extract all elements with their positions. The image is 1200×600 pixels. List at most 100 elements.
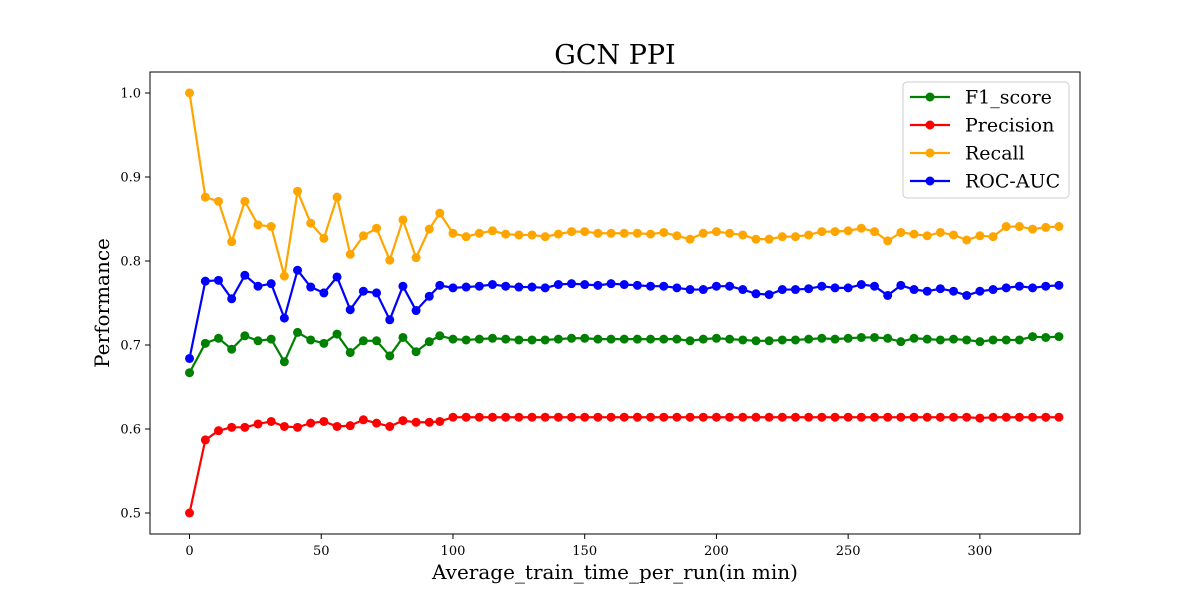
data-point-precision bbox=[358, 415, 368, 425]
data-point-precision bbox=[896, 412, 906, 422]
data-point-recall bbox=[896, 227, 906, 237]
data-point-precision bbox=[567, 412, 577, 422]
data-point-recall bbox=[962, 235, 972, 245]
data-point-f1-score bbox=[1014, 335, 1024, 345]
data-point-f1-score bbox=[935, 335, 945, 345]
series-roc-auc bbox=[185, 265, 1064, 363]
data-point-f1-score bbox=[711, 333, 721, 343]
data-point-f1-score bbox=[345, 348, 355, 358]
data-point-f1-score bbox=[698, 334, 708, 344]
legend-entry-roc-auc: ROC-AUC bbox=[910, 171, 1060, 193]
data-point-f1-score bbox=[672, 334, 682, 344]
data-point-roc-auc bbox=[372, 288, 382, 298]
data-point-f1-score bbox=[1041, 332, 1051, 342]
legend-entries: F1_score Precision Recall ROC-AUC bbox=[910, 87, 1060, 193]
data-point-roc-auc bbox=[474, 281, 484, 291]
y-tick-label: 0.8 bbox=[120, 255, 141, 270]
data-point-recall bbox=[461, 232, 471, 242]
data-point-precision bbox=[672, 412, 682, 422]
data-point-precision bbox=[185, 508, 195, 518]
data-point-precision bbox=[632, 412, 642, 422]
data-point-precision bbox=[1028, 412, 1038, 422]
data-point-f1-score bbox=[1028, 332, 1038, 342]
series-precision bbox=[185, 412, 1064, 518]
data-point-precision bbox=[266, 416, 276, 426]
data-point-f1-score bbox=[909, 333, 919, 343]
x-axis-label: Average_train_time_per_run(in min) bbox=[431, 560, 798, 584]
data-point-f1-score bbox=[527, 335, 537, 345]
data-point-f1-score bbox=[540, 335, 550, 345]
data-point-roc-auc bbox=[1001, 283, 1011, 293]
data-point-precision bbox=[725, 412, 735, 422]
data-point-recall bbox=[922, 231, 932, 241]
data-point-recall bbox=[949, 230, 959, 240]
data-point-recall bbox=[200, 192, 210, 202]
data-point-precision bbox=[843, 412, 853, 422]
data-point-f1-score bbox=[632, 334, 642, 344]
data-point-precision bbox=[909, 412, 919, 422]
data-point-precision bbox=[424, 417, 434, 427]
data-point-precision bbox=[398, 416, 408, 426]
data-point-recall bbox=[870, 227, 879, 237]
data-point-recall bbox=[345, 249, 355, 259]
data-point-roc-auc bbox=[580, 280, 590, 290]
data-point-f1-score bbox=[567, 333, 577, 343]
data-point-roc-auc bbox=[962, 290, 972, 300]
data-point-roc-auc bbox=[856, 280, 866, 290]
data-point-f1-score bbox=[751, 336, 761, 346]
data-point-roc-auc bbox=[1054, 280, 1064, 290]
data-point-roc-auc bbox=[345, 305, 355, 315]
data-point-f1-score bbox=[922, 334, 932, 344]
data-point-precision bbox=[227, 422, 237, 432]
data-point-precision bbox=[448, 412, 458, 422]
data-point-precision bbox=[975, 413, 985, 423]
data-point-precision bbox=[962, 412, 972, 422]
data-point-f1-score bbox=[266, 334, 276, 344]
data-point-precision bbox=[1054, 412, 1064, 422]
data-point-roc-auc bbox=[567, 279, 577, 289]
data-point-recall bbox=[593, 228, 603, 238]
data-point-recall bbox=[448, 228, 458, 238]
data-point-roc-auc bbox=[632, 280, 642, 290]
data-point-precision bbox=[606, 412, 616, 422]
chart-title: GCN PPI bbox=[554, 40, 675, 71]
data-point-f1-score bbox=[1054, 332, 1064, 342]
data-point-f1-score bbox=[227, 344, 237, 354]
data-point-recall bbox=[1054, 222, 1064, 232]
data-point-recall bbox=[830, 227, 840, 237]
data-point-precision bbox=[1001, 412, 1011, 422]
data-point-roc-auc bbox=[293, 265, 303, 275]
data-point-roc-auc bbox=[883, 290, 893, 300]
legend-box bbox=[902, 81, 1070, 199]
data-point-f1-score bbox=[398, 332, 408, 342]
data-point-recall bbox=[580, 227, 590, 237]
data-point-precision bbox=[619, 412, 629, 422]
data-point-roc-auc bbox=[593, 280, 603, 290]
data-point-f1-score bbox=[606, 334, 616, 344]
data-point-precision bbox=[553, 412, 563, 422]
x-tick-label: 100 bbox=[441, 544, 466, 559]
y-tick-label: 0.9 bbox=[120, 171, 141, 186]
data-point-f1-score bbox=[435, 331, 445, 341]
data-point-roc-auc bbox=[266, 279, 276, 289]
data-point-recall bbox=[266, 222, 276, 232]
data-point-precision bbox=[790, 412, 800, 422]
data-point-f1-score bbox=[293, 327, 303, 337]
data-point-f1-score bbox=[214, 333, 223, 343]
data-point-precision bbox=[922, 412, 932, 422]
data-point-roc-auc bbox=[411, 306, 421, 316]
data-point-precision bbox=[764, 412, 774, 422]
legend-entry-recall: Recall bbox=[910, 143, 1025, 165]
data-point-precision bbox=[411, 417, 421, 427]
x-tick-label: 0 bbox=[185, 544, 193, 559]
data-point-precision bbox=[540, 412, 550, 422]
y-axis-label: Performance bbox=[90, 238, 114, 368]
data-point-roc-auc bbox=[240, 270, 250, 280]
data-point-f1-score bbox=[580, 333, 590, 343]
data-point-f1-score bbox=[411, 347, 421, 357]
legend-swatch-marker bbox=[925, 148, 935, 158]
data-point-recall bbox=[567, 227, 577, 237]
data-point-f1-score bbox=[185, 368, 195, 378]
data-point-precision bbox=[200, 435, 210, 445]
